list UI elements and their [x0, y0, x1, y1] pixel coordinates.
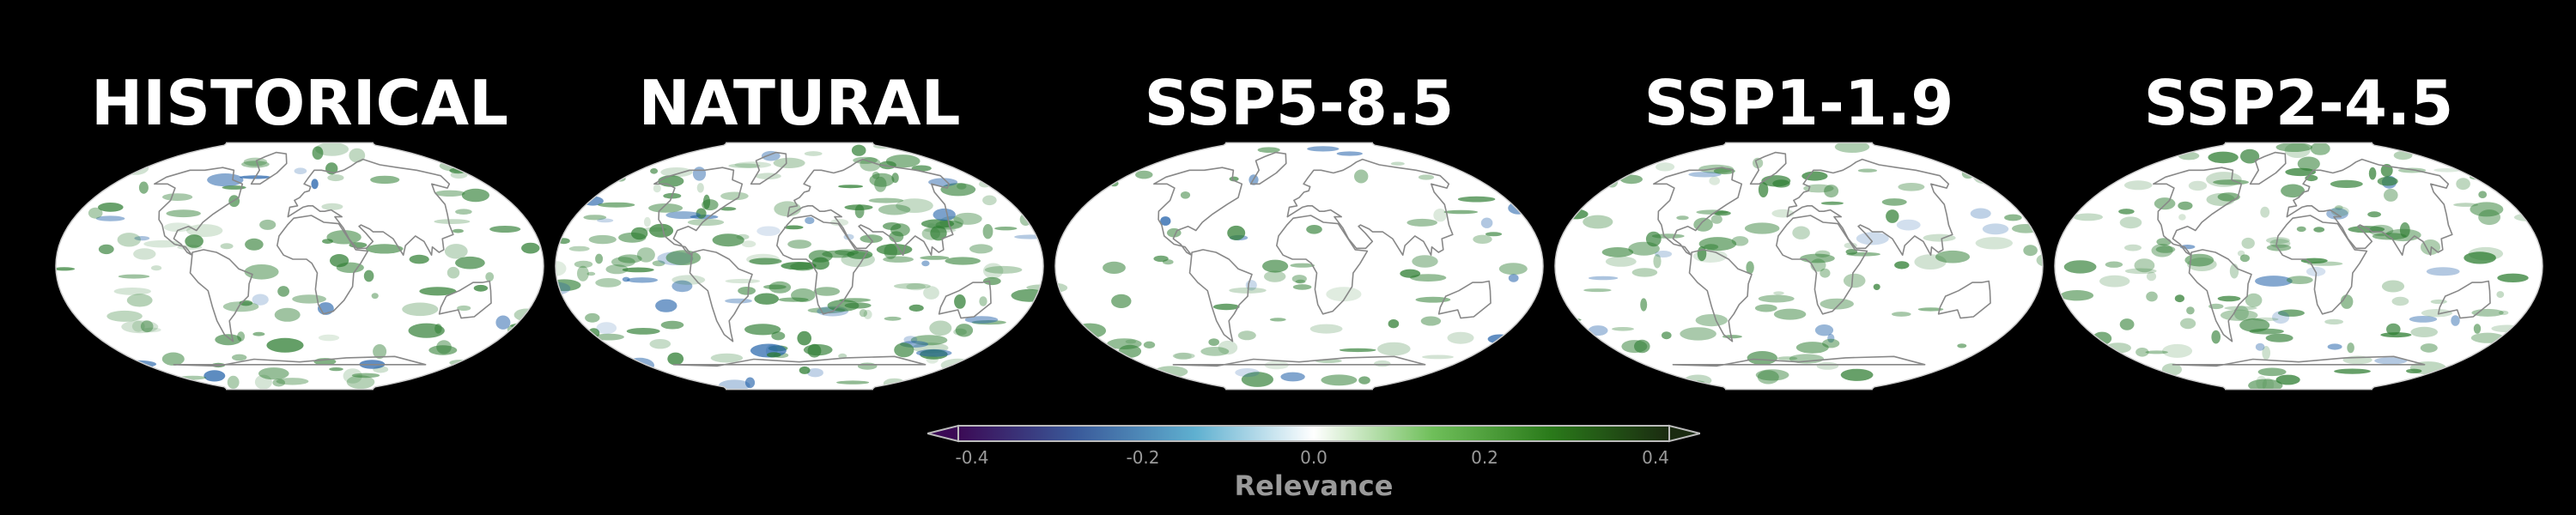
map-panel-ssp585: SSP5-8.5	[1053, 69, 1546, 395]
coastlines	[1653, 151, 1991, 367]
colorbar-tick: 0.4	[1642, 447, 1669, 468]
panel-title: NATURAL	[638, 67, 961, 139]
map-border	[555, 142, 1044, 391]
map-ocean	[1055, 142, 1543, 390]
coastlines	[154, 151, 492, 367]
panel-title: SSP1-1.9	[1643, 67, 1954, 139]
colorbar-tick: -0.2	[1126, 447, 1160, 468]
colorbar-tick: -0.4	[955, 447, 989, 468]
map-border	[55, 142, 544, 391]
coastlines	[1153, 151, 1492, 367]
colorbar: -0.4 -0.2 0.0 0.2 0.4 Relevance	[927, 421, 1700, 506]
colorbar-extend-right	[1668, 424, 1700, 443]
relevance-map	[555, 142, 1044, 391]
panel-title: SSP2-4.5	[2143, 67, 2454, 139]
colorbar-extend-left	[927, 424, 959, 443]
relevance-map	[1054, 142, 1544, 391]
relevance-map	[55, 142, 544, 391]
coastlines	[653, 151, 992, 367]
colorbar-tick: 0.2	[1471, 447, 1498, 468]
map-border	[2054, 142, 2543, 391]
map-panel-historical: HISTORICAL	[53, 69, 546, 395]
map-ocean	[2055, 142, 2543, 390]
colorbar-label: Relevance	[1234, 470, 1394, 502]
panel-title: SSP5-8.5	[1144, 67, 1455, 139]
colorbar-tick: 0.0	[1300, 447, 1327, 468]
panel-title: HISTORICAL	[91, 67, 508, 139]
map-border	[1554, 142, 2044, 391]
map-border	[1054, 142, 1544, 391]
map-ocean	[1555, 142, 2043, 390]
colorbar-body	[957, 425, 1670, 442]
colorbar-bar	[927, 424, 1700, 443]
coastlines	[2153, 151, 2491, 367]
map-panel-ssp245: SSP2-4.5	[2052, 69, 2545, 395]
map-panel-ssp119: SSP1-1.9	[1552, 69, 2045, 395]
map-panel-natural: NATURAL	[553, 69, 1046, 395]
relevance-map	[1554, 142, 2044, 391]
relevance-map	[2054, 142, 2543, 391]
